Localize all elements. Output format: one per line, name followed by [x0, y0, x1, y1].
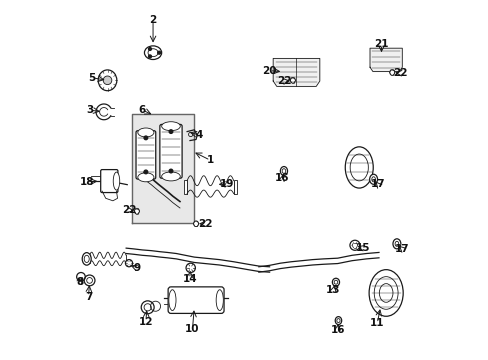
Text: 2: 2: [149, 15, 156, 26]
FancyBboxPatch shape: [160, 125, 182, 178]
Ellipse shape: [162, 172, 180, 181]
Ellipse shape: [113, 172, 120, 190]
Ellipse shape: [345, 147, 372, 188]
Ellipse shape: [369, 174, 377, 184]
Circle shape: [148, 55, 151, 58]
Text: 3: 3: [86, 105, 93, 115]
Ellipse shape: [138, 128, 154, 137]
Ellipse shape: [82, 253, 91, 265]
FancyBboxPatch shape: [101, 170, 118, 193]
Text: 17: 17: [394, 244, 409, 254]
Bar: [233, 180, 237, 194]
Text: 14: 14: [182, 274, 197, 284]
Ellipse shape: [134, 208, 139, 214]
Polygon shape: [131, 114, 194, 223]
Polygon shape: [273, 58, 319, 86]
Text: 10: 10: [185, 324, 199, 334]
Circle shape: [125, 260, 132, 267]
Ellipse shape: [162, 122, 180, 131]
Text: 5: 5: [88, 73, 96, 83]
Text: 11: 11: [369, 319, 384, 328]
Circle shape: [169, 169, 172, 173]
Text: 21: 21: [373, 40, 388, 49]
Ellipse shape: [168, 290, 176, 311]
Text: 19: 19: [220, 179, 234, 189]
Text: 15: 15: [356, 243, 370, 253]
Circle shape: [103, 76, 112, 85]
FancyBboxPatch shape: [168, 287, 224, 314]
Circle shape: [158, 51, 160, 54]
Circle shape: [169, 130, 172, 134]
Ellipse shape: [144, 46, 162, 59]
Text: 17: 17: [370, 179, 385, 189]
Text: 4: 4: [196, 130, 203, 140]
Ellipse shape: [368, 270, 403, 316]
Ellipse shape: [392, 239, 400, 249]
Ellipse shape: [148, 49, 158, 57]
Ellipse shape: [290, 77, 295, 83]
Text: 22: 22: [276, 76, 290, 86]
Circle shape: [185, 263, 195, 273]
Text: 20: 20: [262, 66, 276, 76]
Text: 9: 9: [133, 263, 140, 273]
Text: 22: 22: [122, 205, 136, 215]
Text: 12: 12: [139, 317, 153, 327]
Text: 16: 16: [330, 325, 344, 335]
FancyBboxPatch shape: [136, 131, 155, 179]
Polygon shape: [369, 48, 402, 72]
Ellipse shape: [389, 69, 394, 75]
Circle shape: [144, 136, 147, 140]
Ellipse shape: [216, 290, 223, 311]
Text: 7: 7: [84, 292, 92, 302]
Text: 22: 22: [198, 219, 212, 229]
Text: 13: 13: [325, 285, 340, 296]
Text: 6: 6: [139, 105, 145, 115]
Text: 1: 1: [206, 155, 214, 165]
Text: 8: 8: [76, 277, 83, 287]
Ellipse shape: [138, 173, 154, 182]
Text: 22: 22: [392, 68, 407, 78]
Ellipse shape: [98, 70, 117, 91]
Ellipse shape: [193, 221, 198, 226]
Circle shape: [144, 170, 147, 174]
Circle shape: [148, 48, 151, 50]
Text: 18: 18: [79, 177, 94, 187]
Text: 16: 16: [274, 173, 289, 183]
Bar: [183, 180, 187, 194]
